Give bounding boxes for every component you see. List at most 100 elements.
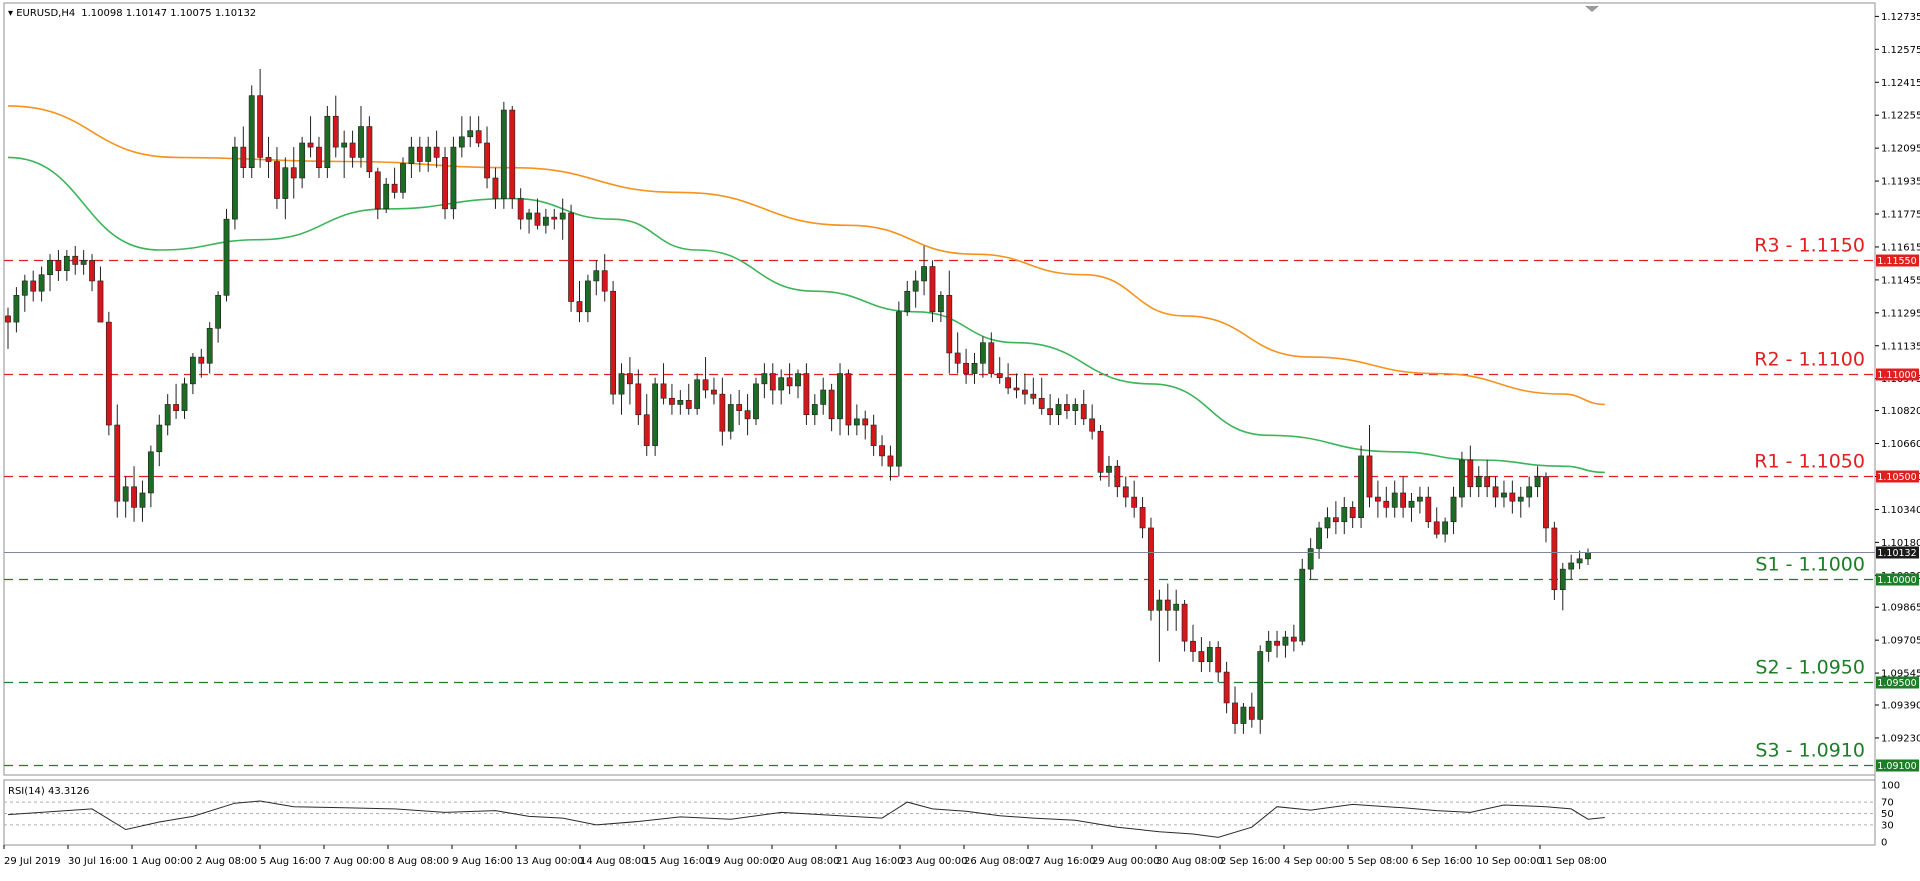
candle-body [1114,465,1121,488]
symbol-label: EURUSD,H4 [16,8,75,19]
price-tick-label: 1.09705 [1881,636,1920,647]
time-tick-label: 29 Aug 00:00 [1092,856,1159,867]
candle-body [1501,492,1507,498]
time-tick-label: 5 Sep 08:00 [1348,856,1408,867]
candle-body [769,373,776,391]
price-tick-label: 1.11615 [1881,242,1920,253]
candle-body [349,142,356,158]
rsi-tick-label: 30 [1881,820,1894,831]
candle-body [147,451,154,494]
price-tick-label: 1.09545 [1881,669,1920,680]
rsi-tick-label: 0 [1881,838,1887,849]
candle-body [274,161,280,199]
candle-body [366,126,373,173]
candle-body [433,146,440,158]
candle-body [937,295,944,313]
candle-body [198,356,205,364]
candle-body [1400,492,1407,508]
candle-body [1248,706,1255,720]
candle-body [484,142,490,179]
candle-body [1198,651,1205,663]
chart-shift-marker-icon[interactable] [1585,6,1599,12]
candle-body [332,115,339,148]
level-badge-text: 1.09500 [1877,678,1916,689]
candle-body [290,167,297,179]
candle-body [1433,521,1440,535]
candle-body [1148,527,1154,611]
candle-body [996,373,1003,378]
candle-body [929,266,936,313]
candle-body [425,146,432,162]
candle-body [946,295,953,354]
candle-body [341,142,348,148]
candle-body [30,280,37,292]
time-tick-label: 2 Sep 16:00 [1220,856,1280,867]
candle-body [1425,496,1432,523]
candle-body [223,218,230,296]
candle-body [80,260,87,265]
level-badge [1876,470,1919,483]
candle-body [105,321,112,426]
candle-body [500,109,507,199]
candle-body [677,400,684,405]
candle-body [1467,459,1474,488]
candle-body [1534,476,1541,488]
candle-body [1030,393,1037,399]
collapse-arrow-icon: ▾ [8,8,16,19]
candle-body [1257,651,1264,720]
candle-body [383,183,390,210]
level-label: S2 - 1.0950 [1755,657,1865,679]
candle-body [467,130,474,138]
symbol-header: ▾ EURUSD,H4 1.10098 1.10147 1.10075 1.101… [8,8,256,19]
candle-body [1475,476,1482,488]
candle-body [727,404,734,432]
price-tick-label: 1.12735 [1881,12,1920,23]
price-tick-label: 1.10180 [1881,538,1920,549]
candle-body [744,410,751,420]
candle-body [299,142,306,179]
rsi-tick-label: 100 [1881,781,1900,792]
candle-body [618,373,625,395]
price-tick-label: 1.11775 [1881,210,1920,221]
level-badge-text: 1.09100 [1877,761,1916,772]
candle-body [912,280,919,292]
level-badge-text: 1.10000 [1877,575,1916,586]
candle-body [1215,647,1222,673]
candle-body [795,373,801,387]
candle-body [979,342,986,364]
price-tick-label: 1.09230 [1881,733,1920,744]
price-tick-label: 1.12415 [1881,78,1920,89]
candle-body [1391,492,1398,508]
candle-body [1585,552,1591,560]
candle-body [374,171,381,210]
time-tick-label: 6 Sep 16:00 [1412,856,1472,867]
time-tick-label: 7 Aug 00:00 [324,856,385,867]
candle-body [416,146,423,162]
candle-body [736,404,743,411]
candle-body [1299,568,1306,642]
level-badge [1876,368,1919,381]
price-tick-label: 1.09390 [1881,701,1920,712]
level-badge [1876,573,1919,586]
candle-body [1526,486,1533,498]
candle-body [971,362,978,374]
candle-body [131,486,137,508]
candle-body [1232,702,1238,724]
candle-body [517,198,524,220]
time-tick-label: 4 Sep 00:00 [1284,856,1344,867]
candle-body [450,146,457,210]
candle-body [1131,496,1138,508]
candle-body [811,404,818,416]
candle-body [669,397,675,405]
candle-body [1442,521,1449,535]
candle-body [1139,507,1146,529]
time-tick-label: 29 Jul 2019 [4,856,61,867]
candle-body [711,389,717,395]
candle-body [761,373,768,385]
candlestick-series [5,68,1591,734]
candle-body [240,146,247,168]
candle-body [1190,640,1196,652]
